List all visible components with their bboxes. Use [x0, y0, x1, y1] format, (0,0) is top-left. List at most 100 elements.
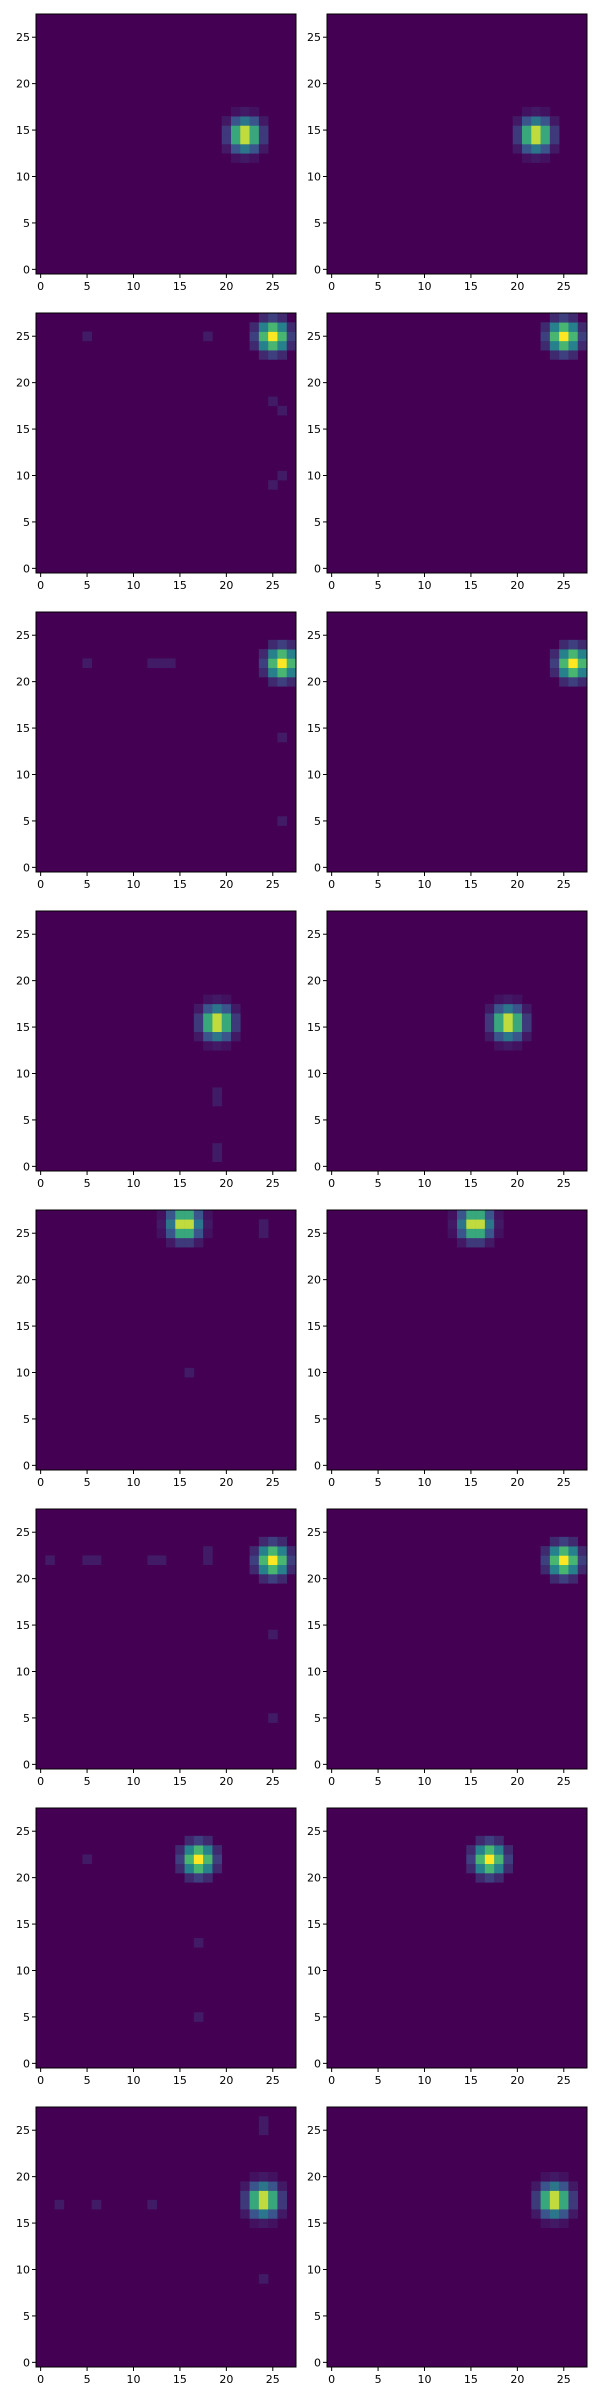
blob-pixel: [231, 153, 241, 163]
blob-pixel: [559, 1564, 569, 1575]
blob-pixel: [568, 639, 579, 650]
blob-pixel: [175, 1228, 185, 1239]
blob-pixel: [531, 144, 541, 154]
blob-pixel: [568, 2190, 579, 2201]
y-tick-label: 5: [23, 1413, 30, 1426]
blob-pixel: [494, 1022, 504, 1033]
blob-pixel: [484, 1219, 495, 1229]
blob-pixel: [212, 1013, 223, 1023]
blob-pixel: [277, 322, 288, 332]
noise-pixel: [268, 396, 278, 407]
blob-pixel: [258, 331, 269, 342]
x-tick-label: 25: [557, 579, 571, 592]
heatmap-panel-r4-c1: 0 5 10 15 20 25 0 5 10 15 20 25: [307, 1209, 588, 1489]
blob-pixel: [540, 2190, 551, 2201]
blob-pixel: [466, 1854, 476, 1865]
x-tick-label: 15: [173, 878, 187, 891]
y-tick-label: 25: [16, 629, 30, 642]
noise-pixel: [147, 658, 158, 669]
blob-pixel: [475, 1873, 486, 1883]
blob-pixel: [494, 1845, 504, 1855]
blob-pixel: [549, 313, 560, 323]
blob-pixel: [268, 322, 278, 332]
blob-pixel: [286, 639, 297, 650]
noise-pixel: [156, 1555, 167, 1566]
blob-pixel: [549, 2218, 560, 2229]
blob-pixel: [212, 1845, 223, 1855]
blob-pixel: [286, 658, 297, 669]
y-tick-label: 25: [16, 1227, 30, 1240]
noise-pixel: [91, 2199, 102, 2210]
blob-pixel: [577, 340, 588, 351]
blob-pixel: [475, 1237, 486, 1248]
blob-pixel: [249, 1555, 260, 1566]
y-tick-label: 0: [314, 2356, 321, 2369]
x-tick-label: 5: [375, 579, 382, 592]
blob-pixel: [277, 1546, 288, 1556]
blob-pixel: [268, 2190, 278, 2201]
blob-pixel: [540, 1546, 551, 1556]
blob-pixel: [577, 331, 588, 342]
blob-pixel: [540, 1564, 551, 1575]
y-tick-label: 5: [23, 2310, 30, 2323]
blob-pixel: [249, 2199, 260, 2210]
blob-pixel: [203, 1013, 213, 1023]
y-tick-label: 10: [307, 769, 321, 782]
blob-pixel: [568, 350, 579, 360]
blob-pixel: [258, 322, 269, 332]
x-tick-label: 15: [464, 280, 478, 293]
x-tick-label: 25: [557, 280, 571, 293]
blob-pixel: [268, 2181, 278, 2191]
blob-pixel: [475, 1219, 486, 1229]
blob-pixel: [549, 2209, 560, 2219]
x-tick-label: 10: [418, 579, 432, 592]
blob-pixel: [484, 1845, 495, 1855]
x-tick-label: 5: [84, 1476, 91, 1489]
x-tick-label: 10: [418, 280, 432, 293]
blob-pixel: [531, 2190, 541, 2201]
blob-pixel: [193, 1854, 204, 1865]
blob-pixel: [494, 1003, 504, 1014]
blob-pixel: [268, 2209, 278, 2219]
heatmap-panel-r6-c1: 0 5 10 15 20 25 0 5 10 15 20 25: [307, 1807, 588, 2087]
blob-pixel: [549, 125, 560, 136]
x-tick-label: 25: [266, 1476, 280, 1489]
x-tick-label: 5: [375, 1775, 382, 1788]
blob-pixel: [268, 667, 278, 678]
blob-pixel: [268, 1555, 278, 1566]
blob-pixel: [559, 1574, 569, 1584]
blob-pixel: [286, 667, 297, 678]
x-tick-label: 0: [37, 579, 44, 592]
blob-pixel: [258, 350, 269, 360]
axes-frame: [326, 1209, 588, 1471]
blob-pixel: [231, 144, 241, 154]
heatmap-panel-r4-c0: 0 5 10 15 20 25 0 5 10 15 20 25: [16, 1209, 297, 1489]
x-tick-label: 20: [219, 878, 233, 891]
blob-pixel: [568, 340, 579, 351]
blob-pixel: [166, 1210, 176, 1220]
blob-pixel: [212, 1022, 223, 1033]
blob-pixel: [466, 1228, 476, 1239]
blob-pixel: [484, 1003, 495, 1014]
y-tick-label: 10: [307, 1666, 321, 1679]
blob-pixel: [549, 134, 560, 145]
y-tick-label: 10: [307, 1068, 321, 1081]
x-tick-label: 15: [173, 2074, 187, 2087]
x-tick-label: 25: [557, 1775, 571, 1788]
blob-pixel: [540, 144, 551, 154]
blob-pixel: [484, 1210, 495, 1220]
y-tick-label: 25: [307, 1825, 321, 1838]
blob-pixel: [277, 1564, 288, 1575]
x-tick-label: 25: [266, 1775, 280, 1788]
x-tick-label: 5: [84, 280, 91, 293]
blob-pixel: [193, 1237, 204, 1248]
blob-pixel: [559, 1536, 569, 1547]
blob-pixel: [559, 350, 569, 360]
x-tick-label: 15: [173, 579, 187, 592]
blob-pixel: [503, 1013, 514, 1023]
blob-pixel: [231, 116, 241, 126]
blob-pixel: [258, 1555, 269, 1566]
blob-pixel: [577, 658, 588, 669]
blob-pixel: [531, 116, 541, 126]
